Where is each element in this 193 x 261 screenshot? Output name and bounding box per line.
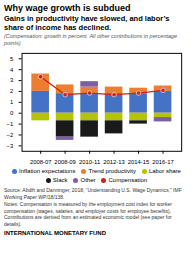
html-text:Trend productivity: Trend productivity — [88, 168, 136, 175]
html-text:Labor share: Labor share — [148, 168, 181, 175]
svg-text:2016-17: 2016-17 — [152, 159, 174, 165]
svg-text:2008-07: 2008-07 — [30, 159, 52, 165]
svg-text:2008-09: 2008-09 — [54, 159, 76, 165]
svg-text:3: 3 — [10, 77, 13, 83]
html-text:INTERNATIONAL MONETARY FUND: INTERNATIONAL MONETARY FUND — [4, 229, 106, 236]
html-text:Compensation: Compensation — [108, 177, 148, 184]
svg-text:2014-15: 2014-15 — [128, 159, 150, 165]
svg-text:0: 0 — [10, 110, 14, 116]
svg-text:−1: −1 — [7, 121, 14, 127]
html-text:Gains in productivity have slo: Gains in productivity have slowed, and l… — [4, 14, 170, 32]
html-text:Notes: Compensation is measure: Notes: Compensation is measured by the e… — [4, 201, 172, 227]
svg-text:−3: −3 — [7, 143, 14, 149]
html-text:Slack: Slack — [52, 177, 68, 184]
svg-text:1: 1 — [10, 99, 13, 105]
svg-text:−2: −2 — [7, 132, 14, 138]
html-text:Why wage growth is subdued: Why wage growth is subdued — [4, 3, 131, 13]
svg-text:2012-13: 2012-13 — [103, 159, 125, 165]
html-text:Inflation expectations: Inflation expectations — [19, 168, 76, 175]
svg-text:5: 5 — [10, 56, 14, 62]
svg-text:2: 2 — [10, 88, 13, 94]
svg-text:4: 4 — [10, 67, 14, 73]
html-text:(Compensation: growth in perce: (Compensation: growth in percent. All ot… — [4, 33, 178, 46]
html-text:Other: Other — [80, 177, 96, 184]
html-text:Source: Abdih and Danninger, 2: Source: Abdih and Danninger, 2018, “Unde… — [4, 187, 182, 200]
svg-text:2010-11: 2010-11 — [79, 159, 100, 165]
